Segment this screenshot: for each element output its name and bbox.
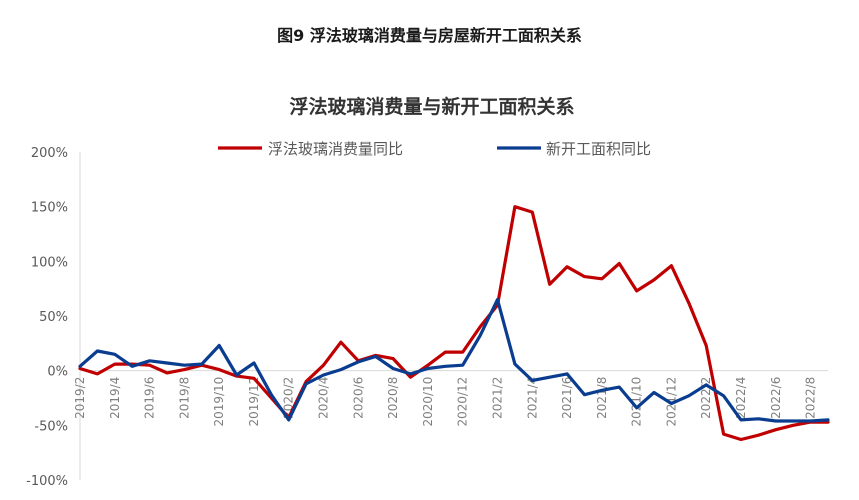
x-tick-label: 2022/6 [769,377,783,419]
x-tick-label: 2022/2 [699,377,713,419]
series-lines [78,205,830,442]
series-line-new-construction [78,298,830,423]
x-tick-label: 2019/12 [247,377,261,427]
y-tick-label: 150% [31,201,68,216]
legend-label: 浮法玻璃消费量同比 [268,140,403,158]
x-tick-label: 2020/6 [351,377,365,419]
x-tick-label: 2019/6 [143,377,157,419]
y-axis: -100% -50% 0% 50% 100% 150% 200% [26,146,81,489]
x-axis: 2019/2 2019/4 2019/6 2019/8 2019/10 2019/12 20… [73,370,828,427]
y-tick-label: 0% [47,365,68,380]
x-tick-label: 2022/4 [734,377,748,419]
x-tick-label: 2019/10 [212,377,226,427]
y-tick-label: -100% [26,474,68,489]
legend-label: 新开工面积同比 [546,140,651,158]
x-tick-label: 2021/2 [490,377,504,419]
x-tick-label: 2020/4 [317,377,331,419]
x-tick-label: 2019/2 [73,377,87,419]
legend: 浮法玻璃消费量同比 新开工面积同比 [218,140,651,158]
x-tick-label: 2021/6 [560,377,574,419]
x-tick-label: 2020/10 [421,377,435,427]
x-tick-label: 2019/4 [108,377,122,419]
figure-title: 图9 浮法玻璃消费量与房屋新开工面积关系 [277,26,582,45]
x-tick-label: 2021/10 [630,377,644,427]
y-tick-label: -50% [34,419,68,434]
x-tick-label: 2020/8 [386,377,400,419]
x-tick-label: 2020/12 [456,377,470,427]
y-tick-label: 100% [31,255,68,270]
x-tick-label: 2022/8 [804,377,818,419]
y-tick-label: 50% [39,310,68,325]
chart-title: 浮法玻璃消费量与新开工面积关系 [289,95,574,118]
x-tick-label: 2019/8 [177,377,191,419]
x-tick-label: 2021/12 [664,377,678,427]
x-tick-label: 2021/4 [525,377,539,419]
y-tick-label: 200% [31,146,68,161]
series-line-glass-consumption [78,205,830,442]
x-tick-label: 2021/8 [595,377,609,419]
